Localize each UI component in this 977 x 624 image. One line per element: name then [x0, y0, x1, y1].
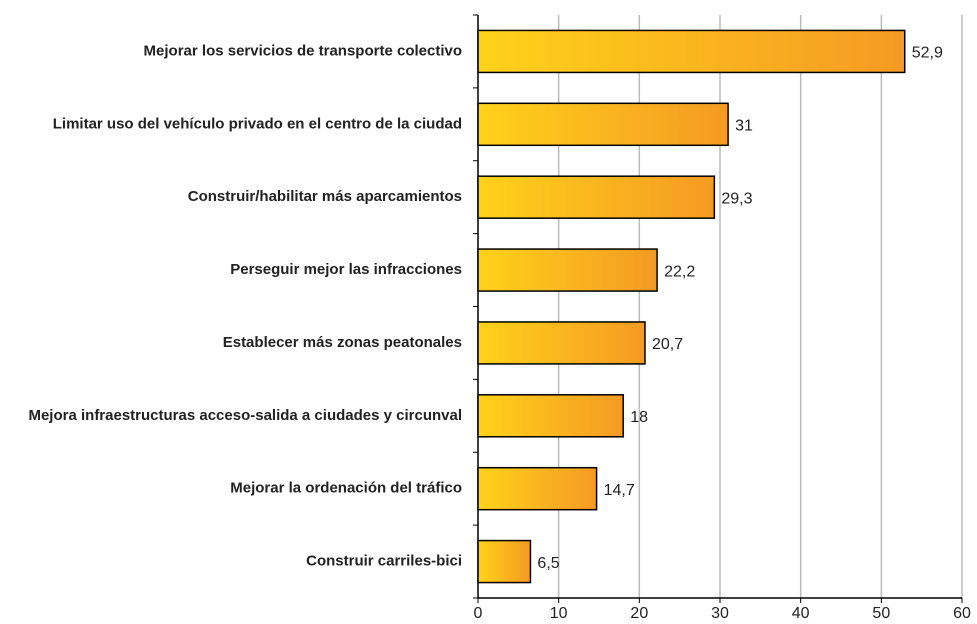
bar [477, 175, 716, 219]
bar [477, 321, 646, 365]
value-label: 29,3 [721, 190, 752, 207]
x-tick-label: 20 [630, 605, 648, 622]
bar [477, 539, 532, 584]
x-tick-label: 10 [550, 605, 568, 622]
bar [477, 394, 624, 438]
bar [477, 248, 658, 292]
y-tick-label: Perseguir mejor las infracciones [230, 261, 462, 278]
value-label: 52,9 [912, 45, 943, 62]
y-tick-label: Mejorar la ordenación del tráfico [230, 480, 462, 497]
y-tick-label: Establecer más zonas peatonales [223, 334, 462, 351]
x-tick-label: 30 [711, 605, 729, 622]
value-label: 31 [735, 118, 753, 135]
x-tick-label: 50 [872, 605, 890, 622]
x-tick-label: 40 [792, 605, 810, 622]
x-tick-label: 60 [953, 605, 971, 622]
value-label: 14,7 [604, 482, 635, 499]
y-tick-label: Construir/habilitar más aparcamientos [188, 188, 462, 205]
y-tick-label: Limitar uso del vehículo privado en el c… [53, 115, 462, 132]
bar [477, 102, 729, 147]
value-label: 18 [630, 409, 648, 426]
bar [477, 29, 906, 74]
bar [477, 466, 598, 511]
value-label: 22,2 [664, 263, 695, 280]
value-label: 6,5 [537, 555, 559, 572]
x-tick-label: 0 [474, 605, 483, 622]
y-tick-label: Construir carriles-bici [306, 553, 462, 570]
y-tick-label: Mejorar los servicios de transporte cole… [144, 42, 462, 59]
y-tick-label: Mejora infraestructuras acceso-salida a … [28, 407, 462, 424]
value-label: 20,7 [652, 336, 683, 353]
